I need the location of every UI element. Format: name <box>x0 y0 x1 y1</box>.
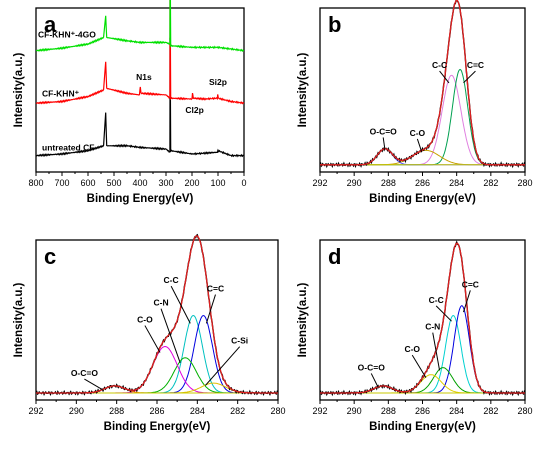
peak-annotation: C=C <box>207 284 224 294</box>
peak-annotation: Si2p <box>209 77 227 87</box>
peak-annotation: C-O <box>410 128 426 138</box>
x-axis-label: Binding Energy(eV) <box>87 193 194 205</box>
x-tick-label: 290 <box>69 406 84 416</box>
panel-letter: d <box>328 244 341 269</box>
y-axis-label: Intensity(a.u.) <box>297 282 309 357</box>
peak-annotation: C-N <box>425 322 440 332</box>
annotation-arrow <box>432 332 441 371</box>
panel-d: 292 290 288 286 284 282 280 Binding Energy(eV) I… <box>297 239 533 433</box>
y-axis-label: Intensity(a.u.) <box>13 282 25 357</box>
fit-envelope-line <box>320 0 525 166</box>
annotation-arrow <box>370 373 379 388</box>
peak-annotation: C=C <box>462 279 479 289</box>
x-tick-label: 292 <box>312 178 327 188</box>
x-tick-label: 500 <box>106 178 121 188</box>
x-tick-label: 288 <box>381 178 396 188</box>
x-tick-label: 200 <box>184 178 199 188</box>
peak-annotation: Cl2p <box>185 105 203 115</box>
peak-annotation: C=C <box>467 60 484 70</box>
x-tick-label: 288 <box>381 406 396 416</box>
x-tick-label: 800 <box>28 178 43 188</box>
x-tick-label: 282 <box>483 406 498 416</box>
x-tick-label: 290 <box>347 178 362 188</box>
peak-annotation: C-N <box>153 298 168 308</box>
x-tick-label: 600 <box>80 178 95 188</box>
x-tick-label: 284 <box>449 178 464 188</box>
y-axis-label: Intensity(a.u.) <box>13 52 25 127</box>
measured-spectrum-line <box>319 0 526 169</box>
panel-a: 800 700 600 500 400 300 200 100 0 Binding Energy(… <box>13 0 247 205</box>
annotation-arrow <box>416 138 423 152</box>
series-label: CF-KHN⁺ <box>42 89 80 99</box>
peak-annotation: C-C <box>432 60 447 70</box>
series-line <box>35 37 245 158</box>
peak-annotation: N1s <box>136 72 152 82</box>
fit-component-line <box>320 314 525 394</box>
x-tick-label: 288 <box>109 406 124 416</box>
peak-annotation: C-O <box>137 315 153 325</box>
annotation-arrow <box>463 290 471 313</box>
x-tick-label: 282 <box>230 406 245 416</box>
x-tick-label: 280 <box>270 406 285 416</box>
annotation-arrow <box>382 137 386 150</box>
series-line <box>35 0 245 53</box>
annotation-arrow <box>205 346 241 386</box>
peak-annotation: C-C <box>164 275 179 285</box>
annotation-arrow <box>205 294 216 324</box>
annotation-arrow <box>463 70 476 84</box>
x-tick-label: 292 <box>28 406 43 416</box>
x-tick-label: 300 <box>158 178 173 188</box>
annotation-arrow <box>411 354 427 378</box>
annotation-arrow <box>144 325 161 353</box>
annotation-arrow <box>160 308 181 363</box>
fit-component-line <box>320 149 525 166</box>
series-label: untreated CF <box>42 143 94 153</box>
x-tick-label: 286 <box>149 406 164 416</box>
peak-annotation: O-C=O <box>71 368 99 378</box>
peak-annotation: C-C <box>429 295 444 305</box>
annotation-arrow <box>439 70 450 84</box>
x-tick-label: 290 <box>347 406 362 416</box>
y-axis-label: Intensity(a.u.) <box>297 52 309 127</box>
x-tick-label: 100 <box>210 178 225 188</box>
annotation-arrow <box>170 285 191 324</box>
x-axis-label: Binding Energy(eV) <box>369 421 476 433</box>
panel-c: 292 290 288 286 284 282 280 Binding Energy(eV) I… <box>13 233 286 433</box>
panel-letter: a <box>44 12 57 37</box>
x-tick-label: 292 <box>312 406 327 416</box>
peak-annotation: C-Si <box>231 336 248 346</box>
x-tick-label: 284 <box>449 406 464 416</box>
x-tick-label: 700 <box>54 178 69 188</box>
fit-envelope-line <box>320 242 525 394</box>
panel-b: 292 290 288 286 284 282 280 Binding Energy(eV) I… <box>297 0 533 205</box>
annotation-arrow <box>84 378 103 391</box>
panel-letter: c <box>44 244 56 269</box>
peak-annotation: C-O <box>404 344 420 354</box>
peak-annotation: O-C=O <box>370 126 398 136</box>
annotation-arrow <box>435 305 452 322</box>
x-axis-label: Binding Energy(eV) <box>369 193 476 205</box>
x-axis-label: Binding Energy(eV) <box>104 421 211 433</box>
x-tick-label: 286 <box>415 406 430 416</box>
peak-annotation: O-C=O <box>358 362 386 372</box>
x-tick-label: 284 <box>190 406 205 416</box>
panel-letter: b <box>328 12 341 37</box>
x-tick-label: 280 <box>517 178 532 188</box>
series-line <box>35 0 245 105</box>
series-label: CF-KHN⁺-4GO <box>38 30 96 40</box>
x-tick-label: 286 <box>415 178 430 188</box>
x-tick-label: 0 <box>241 178 246 188</box>
x-tick-label: 282 <box>483 178 498 188</box>
x-tick-label: 280 <box>517 406 532 416</box>
x-tick-label: 400 <box>132 178 147 188</box>
fit-component-line <box>320 74 525 166</box>
fit-envelope-line <box>36 235 278 394</box>
